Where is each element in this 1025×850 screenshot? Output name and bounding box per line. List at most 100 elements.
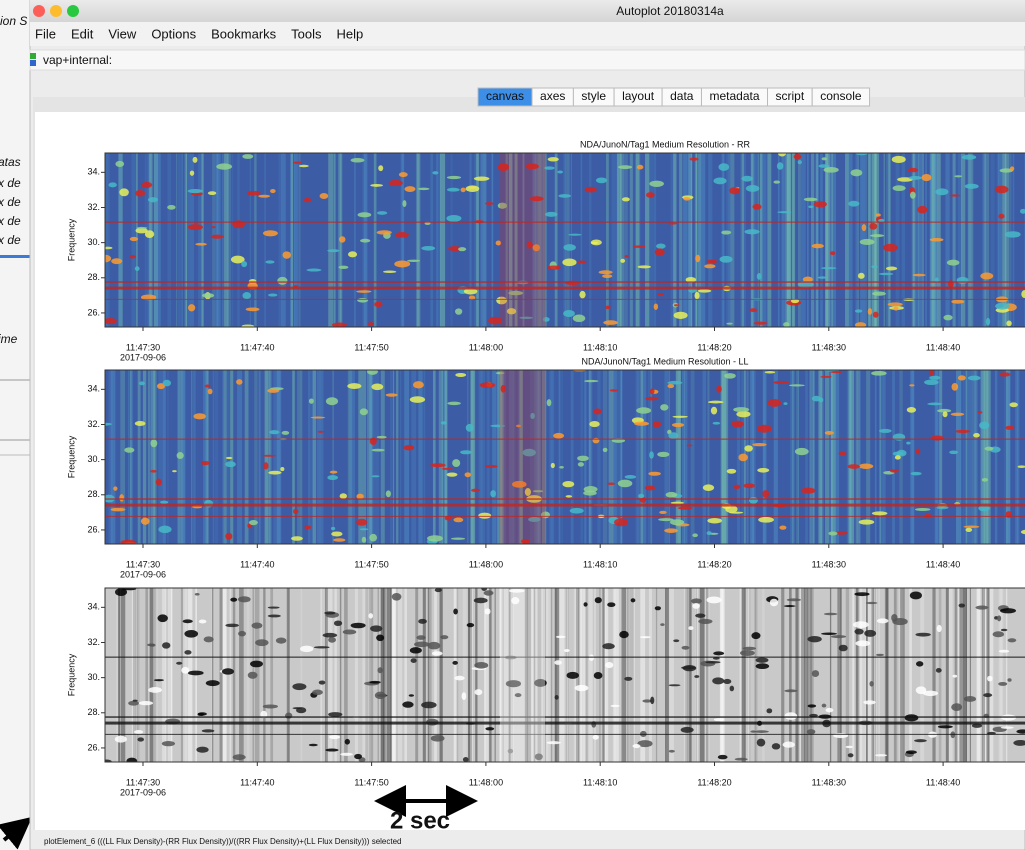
spectrogram-blob — [421, 246, 435, 251]
spectrogram-blob — [820, 376, 832, 378]
spectrogram-streak — [340, 588, 341, 762]
spectrogram-streak — [774, 370, 778, 544]
minimize-button[interactable] — [50, 5, 62, 17]
spectrogram-blob — [614, 518, 628, 526]
spectrogram-streak — [467, 370, 468, 544]
spectrogram-streak — [156, 588, 158, 762]
spectrogram-blob — [563, 310, 575, 317]
spectrogram-blob — [362, 537, 366, 543]
spectrogram-blob — [474, 662, 488, 669]
menu-item[interactable]: File — [35, 26, 56, 41]
spectrogram-blob — [826, 708, 834, 713]
spectrogram-blob — [421, 702, 437, 709]
spectrogram-blob — [859, 520, 875, 525]
spectrogram-blob — [570, 508, 584, 514]
spectrogram-streak — [970, 588, 971, 762]
spectrogram-blob — [377, 436, 387, 439]
spectrogram-blob — [172, 470, 177, 472]
menu-item[interactable]: View — [108, 26, 137, 41]
spectrogram-blob — [202, 293, 214, 298]
spectrogram-blob — [854, 592, 869, 596]
spectrogram-streak — [603, 370, 607, 544]
spectrogram-streak — [801, 588, 805, 762]
background-text: x de — [0, 195, 21, 209]
spectrogram-streak — [311, 370, 315, 544]
tab-label[interactable]: metadata — [709, 89, 759, 103]
spectrogram-blob — [664, 528, 678, 533]
spectrogram-blob — [695, 255, 700, 263]
address-bar[interactable] — [30, 50, 1025, 70]
spectrogram-blob — [441, 421, 447, 424]
spectrogram-blob — [471, 489, 480, 492]
tab-label[interactable]: canvas — [486, 89, 524, 103]
menu-item[interactable]: Options — [151, 26, 196, 41]
spectrogram-blob — [638, 265, 651, 268]
zoom-button[interactable] — [67, 5, 79, 17]
spectrogram-streak — [245, 370, 249, 544]
spectrogram-blob — [876, 654, 884, 656]
spectrogram-blob — [404, 445, 415, 450]
spectrogram-blob — [688, 626, 693, 630]
spectrogram-blob — [724, 373, 736, 379]
spectrogram-blob — [268, 294, 277, 297]
spectrogram-streak — [400, 370, 401, 544]
spectrogram-blob — [951, 300, 964, 304]
title-bar — [30, 0, 1025, 22]
x-date-label: 2017-09-06 — [120, 569, 166, 579]
spectrogram-blob — [1005, 426, 1014, 430]
tab-label[interactable]: layout — [622, 89, 655, 103]
spectrogram-blob — [999, 372, 1010, 376]
spectrogram-blob — [909, 384, 914, 386]
tab-label[interactable]: style — [581, 89, 606, 103]
spectrogram-blob — [130, 237, 138, 241]
spectrogram-blob — [682, 646, 690, 650]
menu-item[interactable]: Edit — [71, 26, 94, 41]
spectrogram-blob — [681, 727, 694, 733]
spectrogram-blob — [139, 381, 145, 385]
spectrogram-blob — [463, 757, 469, 762]
spectrogram-blob — [431, 735, 445, 742]
spectrogram-blob — [958, 375, 966, 380]
tab-label[interactable]: data — [670, 89, 694, 103]
spectrogram-band — [500, 370, 545, 544]
close-button[interactable] — [33, 5, 45, 17]
spectrogram-streak — [860, 588, 865, 762]
spectrogram-streak — [167, 370, 168, 544]
spectrogram-blob — [893, 185, 906, 191]
spectrogram-blob — [263, 462, 268, 469]
spectrogram-blob — [317, 431, 323, 433]
menu-item[interactable]: Bookmarks — [211, 26, 277, 41]
spectrogram-blob — [176, 662, 182, 665]
y-tick-label: 26. — [87, 742, 100, 752]
spectrogram-blob — [134, 730, 143, 734]
spectrogram-streak — [433, 370, 436, 544]
spectrogram-blob — [853, 621, 869, 628]
spectrogram-blob — [263, 230, 278, 236]
spectrogram-streak — [982, 153, 986, 327]
spectrogram-streak — [892, 370, 895, 544]
spectrogram-band — [105, 722, 1025, 725]
spectrogram-blob — [824, 613, 837, 616]
plot-title: NDA/JunoN/Tag1 Medium Resolution - RR — [580, 139, 751, 149]
spectrogram-blob — [333, 538, 345, 541]
spectrogram-blob — [714, 718, 724, 721]
page: { "window": {"title": "Autoplot 20180314… — [0, 0, 1025, 850]
spectrogram-blob — [430, 463, 446, 467]
spectrogram-blob — [952, 383, 959, 391]
spectrogram-blob — [328, 712, 342, 717]
spectrogram-blob — [784, 689, 797, 692]
spectrogram-blob — [869, 681, 873, 687]
menu-item[interactable]: Tools — [291, 26, 322, 41]
tab-label[interactable]: script — [776, 89, 805, 103]
tab-label[interactable]: console — [820, 89, 862, 103]
spectrogram-blob — [935, 188, 948, 195]
address-icon — [30, 53, 36, 59]
spectrogram-streak — [857, 153, 858, 327]
spectrogram-streak — [162, 588, 165, 762]
menu-item[interactable]: Help — [337, 26, 364, 41]
tab-label[interactable]: axes — [540, 89, 565, 103]
spectrogram-blob — [943, 411, 948, 417]
spectrogram-streak — [206, 370, 208, 544]
spectrogram-streak — [673, 153, 676, 327]
spectrogram-streak — [171, 588, 173, 762]
